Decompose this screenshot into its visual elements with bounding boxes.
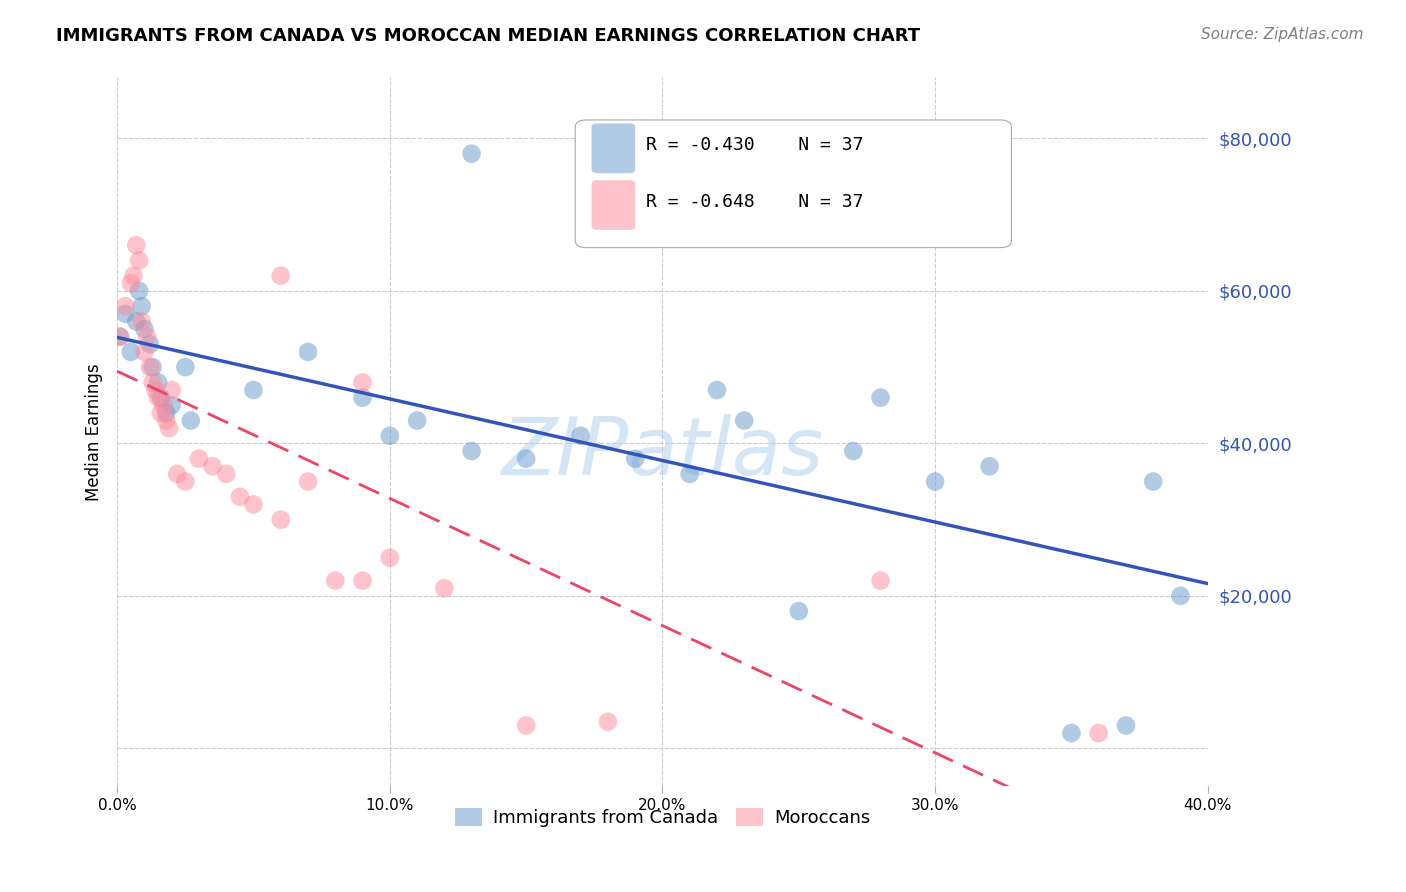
Text: R = -0.648    N = 37: R = -0.648 N = 37 <box>647 193 863 211</box>
Point <box>131 299 153 313</box>
Point <box>460 444 482 458</box>
Point <box>242 383 264 397</box>
Point <box>869 574 891 588</box>
Point <box>787 604 810 618</box>
Y-axis label: Median Earnings: Median Earnings <box>86 363 103 500</box>
Point <box>139 337 162 351</box>
Point <box>242 497 264 511</box>
Point <box>1060 726 1083 740</box>
Point <box>152 398 174 412</box>
Point <box>160 383 183 397</box>
Point <box>842 444 865 458</box>
Point <box>1142 475 1164 489</box>
Point <box>143 383 166 397</box>
Point <box>142 360 165 375</box>
Point <box>460 146 482 161</box>
Point <box>1170 589 1192 603</box>
Text: R = -0.430    N = 37: R = -0.430 N = 37 <box>647 136 863 153</box>
Point <box>624 451 647 466</box>
Point <box>114 299 136 313</box>
Point <box>679 467 702 481</box>
Point <box>515 718 537 732</box>
Point <box>157 421 180 435</box>
Point <box>229 490 252 504</box>
Point <box>108 329 131 343</box>
Point <box>149 406 172 420</box>
Point <box>139 360 162 375</box>
Point <box>515 451 537 466</box>
Point <box>149 391 172 405</box>
Point <box>979 459 1001 474</box>
Point <box>131 314 153 328</box>
Legend: Immigrants from Canada, Moroccans: Immigrants from Canada, Moroccans <box>447 800 877 834</box>
Point <box>188 451 211 466</box>
FancyBboxPatch shape <box>575 120 1011 248</box>
Point <box>215 467 238 481</box>
Point <box>128 253 150 268</box>
Point <box>569 429 592 443</box>
Point <box>122 268 145 283</box>
Point <box>297 475 319 489</box>
Point <box>323 574 346 588</box>
Point <box>270 268 292 283</box>
Point <box>406 413 429 427</box>
Point <box>155 413 177 427</box>
Text: ZIPatlas: ZIPatlas <box>502 414 824 492</box>
Point <box>166 467 188 481</box>
Text: Source: ZipAtlas.com: Source: ZipAtlas.com <box>1201 27 1364 42</box>
Point <box>128 284 150 298</box>
Point <box>297 345 319 359</box>
Point <box>160 398 183 412</box>
Point <box>270 513 292 527</box>
Point <box>869 391 891 405</box>
Point <box>125 314 148 328</box>
FancyBboxPatch shape <box>592 180 636 230</box>
Point <box>125 238 148 252</box>
Point <box>596 714 619 729</box>
Point <box>155 406 177 420</box>
Point <box>1115 718 1137 732</box>
Point <box>433 581 456 595</box>
Point <box>134 345 156 359</box>
Point <box>134 322 156 336</box>
Point <box>142 376 165 390</box>
Point <box>174 475 197 489</box>
Point <box>146 391 169 405</box>
Text: IMMIGRANTS FROM CANADA VS MOROCCAN MEDIAN EARNINGS CORRELATION CHART: IMMIGRANTS FROM CANADA VS MOROCCAN MEDIA… <box>56 27 921 45</box>
FancyBboxPatch shape <box>592 123 636 173</box>
Point <box>120 345 142 359</box>
Point <box>352 391 374 405</box>
Point <box>108 329 131 343</box>
Point <box>146 376 169 390</box>
Point <box>924 475 946 489</box>
Point <box>352 574 374 588</box>
Point <box>733 413 755 427</box>
Point <box>352 376 374 390</box>
Point <box>174 360 197 375</box>
Point <box>378 550 401 565</box>
Point <box>114 307 136 321</box>
Point <box>136 329 159 343</box>
Point <box>378 429 401 443</box>
Point <box>180 413 202 427</box>
Point <box>1087 726 1109 740</box>
Point <box>706 383 728 397</box>
Point <box>120 277 142 291</box>
Point <box>201 459 224 474</box>
